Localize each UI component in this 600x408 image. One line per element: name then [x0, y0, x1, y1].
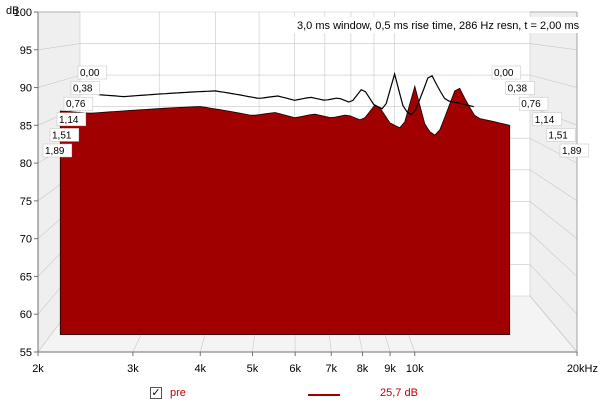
time-label-text: 1,51	[52, 130, 72, 141]
x-tick-label: 8k	[357, 363, 369, 375]
front-slice	[98, 71, 474, 116]
time-label-left: 1,14	[56, 112, 87, 127]
time-label-box	[77, 65, 108, 80]
time-label-text: 0,38	[73, 84, 93, 95]
x-tick-label: 7k	[325, 363, 337, 375]
time-label-text: 1,14	[535, 115, 555, 126]
time-label-right: 1,14	[532, 112, 562, 127]
grid-line	[37, 74, 81, 88]
y-tick-label: 75	[20, 196, 32, 208]
front-slice-line	[98, 71, 474, 116]
series-line-swatch	[308, 394, 340, 396]
time-label-box	[532, 112, 562, 127]
y-tick-label: 60	[20, 309, 32, 321]
time-label-text: 1,89	[45, 146, 65, 157]
y-tick-label: 90	[20, 83, 32, 95]
time-label-right: 0,38	[505, 81, 535, 95]
chart-axes	[37, 11, 578, 353]
y-tick-label: 55	[20, 347, 32, 359]
waterfall-chart: 55 60 65 70 75 80 85 90 95 100 2k 3k 4k 5k 6k 7k 8k 9k 10k…	[6, 5, 598, 375]
y-tick-label: 100	[14, 7, 32, 19]
time-label-left: 0,76	[63, 96, 94, 111]
time-label-box	[56, 112, 87, 127]
time-label-text: 1,51	[548, 130, 568, 141]
time-label-right: 1,51	[546, 128, 576, 142]
y-tick-label: 70	[20, 234, 32, 246]
series-name: pre	[170, 387, 186, 399]
x-tick-label: 9k	[384, 363, 396, 375]
x-tick-label: 6k	[289, 363, 301, 375]
grid-line	[37, 43, 81, 51]
x-tick-label: 4k	[194, 363, 206, 375]
time-label-text: 0,00	[494, 68, 514, 79]
x-tick-label: 2k	[32, 363, 44, 375]
chart-header: 3,0 ms window, 0,5 ms rise time, 286 Hz …	[294, 17, 580, 33]
time-label-left: 0,00	[77, 65, 108, 80]
time-label-box	[42, 143, 73, 158]
waterfall-slices	[59, 84, 511, 335]
time-label-text: 0,38	[508, 84, 528, 95]
x-tick-label: 5k	[247, 363, 259, 375]
grid-line	[529, 295, 578, 353]
time-label-text: 0,00	[80, 68, 100, 79]
time-label-left: 0,38	[70, 81, 101, 95]
time-labels: 0,00 0,00 0,38 0,38 0,76 0,76 1,14 1,14 1,51 1,51…	[42, 65, 590, 158]
time-label-box	[70, 81, 101, 95]
y-tick-label: 95	[20, 45, 32, 57]
x-tick-label: 10k	[406, 363, 424, 375]
time-label-right: 1,89	[559, 143, 590, 158]
time-label-box	[505, 81, 535, 95]
tick-labels: 55 60 65 70 75 80 85 90 95 100 2k 3k 4k 5k 6k 7k 8k 9k 10k…	[14, 7, 598, 375]
time-label-box	[63, 96, 94, 111]
time-label-right: 0,00	[491, 65, 522, 80]
time-label-text: 0,76	[521, 99, 541, 110]
x-tick-label: 3k	[127, 363, 139, 375]
time-label-left: 1,89	[42, 143, 73, 158]
grid-line	[529, 264, 578, 315]
time-label-box	[559, 143, 590, 158]
time-label-box	[518, 96, 549, 111]
y-tick-label: 65	[20, 271, 32, 283]
grid-line	[529, 232, 578, 277]
y-tick-label: 85	[20, 120, 32, 132]
time-label-text: 0,76	[66, 99, 86, 110]
series-value: 25,7 dB	[380, 387, 418, 399]
time-label-box	[491, 65, 522, 80]
time-label-box	[546, 128, 576, 142]
grid-line	[529, 201, 578, 239]
time-label-box	[49, 128, 80, 142]
grid-line	[529, 43, 578, 51]
y-axis-label: dB	[6, 5, 19, 17]
time-label-right: 0,76	[518, 96, 549, 111]
x-tick-label: 20kHz	[567, 363, 598, 375]
chart-header-text: 3,0 ms window, 0,5 ms rise time, 286 Hz …	[297, 20, 580, 32]
y-tick-label: 80	[20, 158, 32, 170]
legend: ✓ pre 25,7 dB	[0, 384, 600, 408]
grid-line	[529, 169, 578, 202]
grid-line	[529, 137, 578, 164]
series-checkbox[interactable]: ✓	[150, 387, 162, 399]
time-label-left: 1,51	[49, 128, 80, 142]
time-label-text: 1,89	[562, 146, 582, 157]
waterfall-slice	[59, 84, 511, 335]
grid-line	[529, 74, 578, 88]
right-wall	[530, 12, 577, 352]
time-label-text: 1,14	[59, 115, 79, 126]
